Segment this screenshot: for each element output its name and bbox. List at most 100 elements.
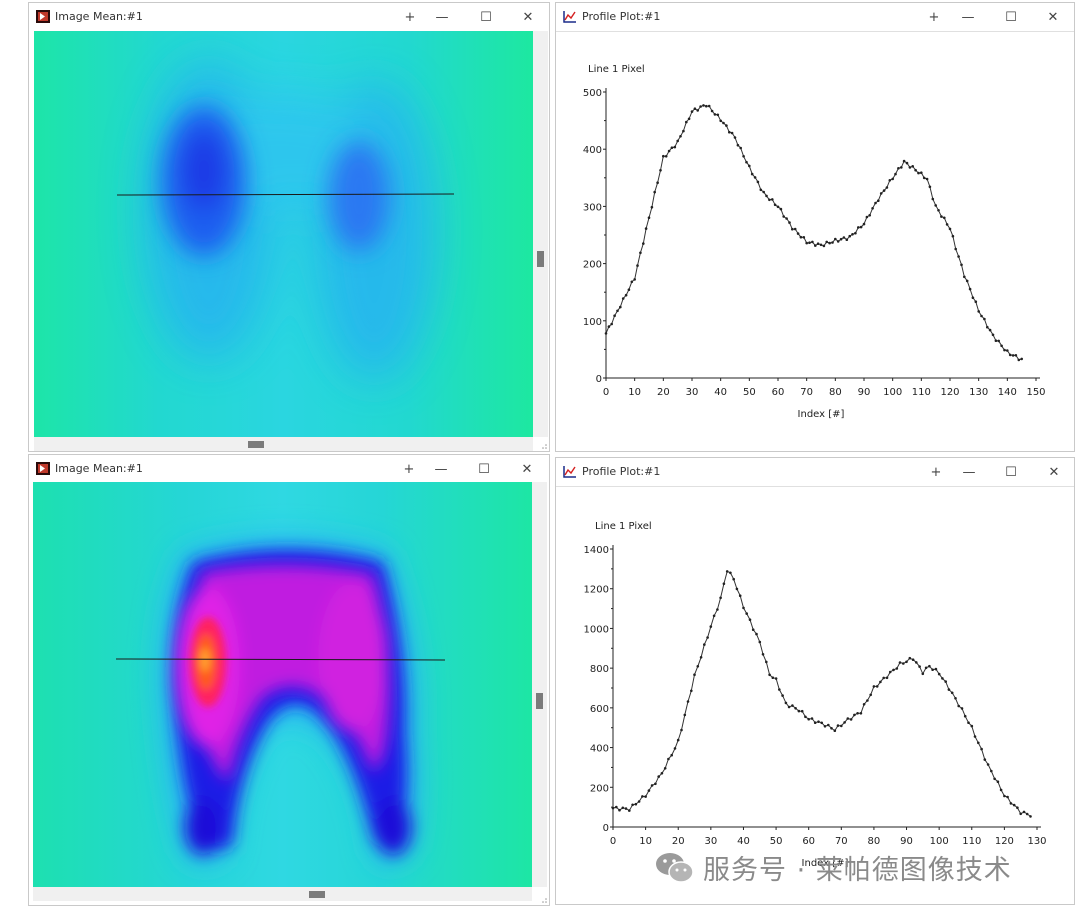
data-point xyxy=(856,712,859,715)
data-point xyxy=(960,263,963,267)
minimize-button[interactable]: — xyxy=(434,461,448,477)
horizontal-scrollbar[interactable] xyxy=(33,887,532,901)
x-tick-label: 80 xyxy=(868,836,881,847)
data-point xyxy=(728,130,731,134)
y-tick-label: 300 xyxy=(583,202,602,213)
data-point xyxy=(934,667,938,671)
x-tick-label: 150 xyxy=(1026,387,1045,398)
y-tick-label: 200 xyxy=(590,783,609,794)
data-point xyxy=(702,104,705,107)
data-point xyxy=(862,703,866,706)
data-point xyxy=(920,171,923,174)
data-point xyxy=(781,694,784,697)
data-point xyxy=(800,709,804,713)
y-tick-label: 600 xyxy=(590,704,609,715)
data-point xyxy=(794,707,797,710)
title-bar[interactable]: Image Mean:#1 + — ☐ ✕ xyxy=(29,3,549,31)
data-point xyxy=(917,171,920,175)
data-point xyxy=(849,718,853,721)
profile-chart[interactable]: Line 1 Pixel 0 100 200 300 400 500 0 10 20 30 40 50 6… xyxy=(556,32,1074,452)
data-point xyxy=(773,203,777,207)
data-point xyxy=(967,721,970,724)
data-point xyxy=(1016,806,1019,809)
vertical-scrollbar[interactable] xyxy=(532,482,547,887)
data-point xyxy=(782,215,785,218)
data-point xyxy=(765,194,768,198)
y-tick-label: 400 xyxy=(590,744,609,755)
data-point xyxy=(977,310,980,313)
data-point xyxy=(699,656,703,659)
data-point xyxy=(1003,794,1006,798)
vertical-scroll-thumb[interactable] xyxy=(536,693,543,709)
y-tick-label: 0 xyxy=(603,823,609,834)
profile-line[interactable] xyxy=(115,658,446,661)
maximize-button[interactable]: ☐ xyxy=(1005,464,1017,480)
data-point xyxy=(633,278,636,281)
data-point xyxy=(776,205,780,209)
data-point xyxy=(937,209,940,212)
data-point xyxy=(693,673,696,676)
x-tick-label: 20 xyxy=(657,387,670,398)
minimize-button[interactable]: — xyxy=(435,9,449,25)
chart-title: Line 1 Pixel xyxy=(595,521,652,532)
x-tick-label: 110 xyxy=(962,836,981,847)
data-point xyxy=(986,763,990,766)
minimize-button[interactable]: — xyxy=(962,464,976,480)
data-point xyxy=(607,325,611,328)
data-point xyxy=(934,204,937,207)
data-point xyxy=(872,685,876,688)
minimize-button[interactable]: — xyxy=(961,9,975,25)
horizontal-scroll-thumb[interactable] xyxy=(248,441,264,448)
maximize-button[interactable]: ☐ xyxy=(1005,9,1017,25)
data-point xyxy=(839,237,843,241)
vertical-scroll-thumb[interactable] xyxy=(537,251,544,267)
data-point xyxy=(732,577,735,581)
y-tick-label: 400 xyxy=(583,145,602,156)
data-point xyxy=(968,287,972,291)
pin-button[interactable]: + xyxy=(928,9,940,25)
title-bar[interactable]: Profile Plot:#1 + — ☐ ✕ xyxy=(556,3,1074,31)
data-point xyxy=(784,701,788,705)
data-point xyxy=(793,227,797,231)
title-bar[interactable]: Profile Plot:#1 + — ☐ ✕ xyxy=(556,458,1074,486)
maximize-button[interactable]: ☐ xyxy=(478,461,490,477)
data-point xyxy=(922,176,926,180)
profile-line[interactable] xyxy=(116,193,455,196)
data-point xyxy=(654,782,657,786)
image-canvas[interactable] xyxy=(34,31,533,437)
window-title: Image Mean:#1 xyxy=(55,10,143,23)
horizontal-scroll-thumb[interactable] xyxy=(309,891,325,898)
data-point xyxy=(1000,344,1003,348)
data-point xyxy=(869,693,872,697)
data-point xyxy=(980,747,983,751)
data-point xyxy=(866,699,869,702)
maximize-button[interactable]: ☐ xyxy=(480,9,492,25)
data-point xyxy=(851,233,854,236)
data-point xyxy=(875,685,879,688)
data-point xyxy=(673,747,677,750)
close-button[interactable]: ✕ xyxy=(1047,9,1059,25)
data-point xyxy=(940,215,943,218)
vertical-scrollbar[interactable] xyxy=(533,31,548,437)
y-tick-label: 0 xyxy=(596,374,602,385)
data-point xyxy=(843,721,846,724)
resize-grip-icon[interactable] xyxy=(539,441,547,449)
title-bar[interactable]: Image Mean:#1 + — ☐ ✕ xyxy=(29,455,549,483)
profile-chart[interactable]: Line 1 Pixel 0 200 400 600 800 1000 1200 1400 0 10… xyxy=(556,487,1074,905)
data-point xyxy=(624,293,628,297)
data-point xyxy=(618,808,621,812)
data-point xyxy=(915,661,918,664)
data-point xyxy=(631,803,634,807)
close-button[interactable]: ✕ xyxy=(521,461,533,477)
x-axis-label: Index [#] xyxy=(802,858,849,869)
y-tick-label: 1000 xyxy=(584,624,609,635)
pin-button[interactable]: + xyxy=(403,461,415,477)
resize-grip-icon[interactable] xyxy=(539,895,547,903)
image-canvas[interactable] xyxy=(33,482,532,887)
close-button[interactable]: ✕ xyxy=(1048,464,1060,480)
pin-button[interactable]: + xyxy=(930,464,942,480)
data-point xyxy=(807,717,810,721)
pin-button[interactable]: + xyxy=(404,9,416,25)
close-button[interactable]: ✕ xyxy=(522,9,534,25)
horizontal-scrollbar[interactable] xyxy=(34,437,533,451)
